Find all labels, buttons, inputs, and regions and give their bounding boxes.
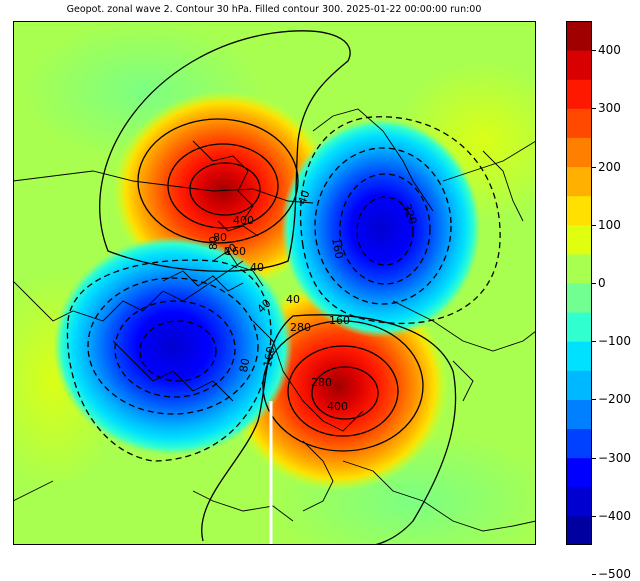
contour-label: 80 (237, 357, 252, 373)
colorbar-tick-mark (592, 515, 596, 517)
contour-label: 280 (290, 321, 311, 334)
colorbar-segment (566, 253, 592, 284)
colorbar-segment (566, 428, 592, 459)
contour-label: 400 (327, 400, 348, 413)
map-panel: 400 280 160 80 40 40 40 160 80 280 400 1… (13, 21, 536, 545)
colorbar-tick-label: −300 (598, 450, 631, 465)
colorbar-tick-label: 400 (598, 43, 621, 58)
colorbar-tick-mark (592, 457, 596, 459)
colorbar-segment (566, 283, 592, 313)
colorbar-segment (566, 399, 592, 430)
colorbar-tick-label: −400 (598, 508, 631, 523)
colorbar-segment (566, 224, 592, 255)
contour-label: 40 (286, 293, 300, 306)
contour-label: 160 (329, 314, 350, 327)
colorbar-tick-label: −200 (598, 392, 631, 407)
coastlines (13, 108, 536, 532)
contour-label: 160 (329, 237, 345, 260)
contour-label: 40 (250, 261, 264, 274)
contour-label: 400 (233, 214, 254, 227)
colorbar-tick-label: −500 (598, 567, 631, 581)
colorbar-segment (566, 166, 592, 197)
anomaly-negative-east (281, 118, 481, 338)
colorbar-tick-mark (592, 283, 596, 284)
colorbar-segment (566, 312, 592, 342)
colorbar-segment (566, 457, 592, 488)
colorbar-segment (566, 79, 592, 109)
colorbar-tick-label: 300 (598, 101, 621, 116)
colorbar-segment (566, 195, 592, 226)
colorbar-tick-label: 200 (598, 159, 621, 174)
contour-label-group: 400 280 160 80 40 40 40 160 80 280 400 1… (207, 189, 419, 413)
colorbar-tick-mark (592, 341, 596, 343)
contour-label: 40 (221, 241, 240, 259)
colorbar-tick-mark (592, 166, 596, 168)
contour-label: 280 (311, 376, 332, 389)
plot-title: Geopot. zonal wave 2. Contour 30 hPa. Fi… (66, 4, 482, 15)
contour-label: 40 (296, 189, 313, 207)
map-frame (13, 21, 536, 545)
colorbar-segment (566, 515, 592, 545)
colorbar (566, 21, 592, 545)
colorbar-tick-mark (592, 399, 596, 401)
colorbar-segment (566, 486, 592, 517)
colorbar-segment (566, 341, 592, 371)
colorbar-tick-label: 0 (598, 276, 606, 290)
contour-label: 80 (213, 231, 227, 244)
colorbar-tick-mark (592, 108, 596, 110)
colorbar-segment (566, 137, 592, 168)
contour-lines (66, 30, 501, 545)
colorbar-segment (566, 21, 592, 51)
contour-label: 160 (261, 345, 277, 368)
colorbar-tick-label: 100 (598, 217, 621, 232)
colorbar-segment (566, 50, 592, 80)
contour-label: 80 (207, 236, 220, 250)
colorbar-tick-mark (592, 50, 596, 52)
colorbar-tick-mark (592, 224, 596, 226)
contour-label: 160 (225, 245, 246, 258)
colorbar-tick-label: −100 (598, 334, 631, 349)
colorbar-segment (566, 108, 592, 138)
colorbar-tick-mark (592, 574, 596, 576)
colorbar-segment (566, 370, 592, 400)
colorbar-frame (566, 21, 592, 545)
